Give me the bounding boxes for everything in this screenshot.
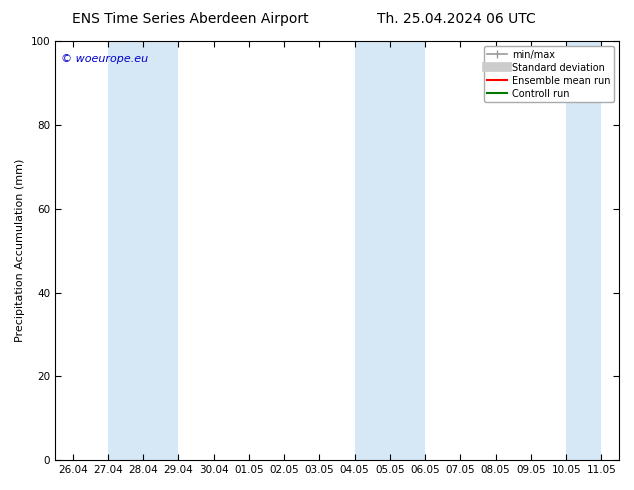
Text: © woeurope.eu: © woeurope.eu xyxy=(61,53,148,64)
Text: ENS Time Series Aberdeen Airport: ENS Time Series Aberdeen Airport xyxy=(72,12,309,26)
Text: Th. 25.04.2024 06 UTC: Th. 25.04.2024 06 UTC xyxy=(377,12,536,26)
Bar xyxy=(108,41,178,460)
Bar xyxy=(354,41,425,460)
Y-axis label: Precipitation Accumulation (mm): Precipitation Accumulation (mm) xyxy=(15,159,25,343)
Legend: min/max, Standard deviation, Ensemble mean run, Controll run: min/max, Standard deviation, Ensemble me… xyxy=(484,46,614,102)
Bar xyxy=(566,41,602,460)
